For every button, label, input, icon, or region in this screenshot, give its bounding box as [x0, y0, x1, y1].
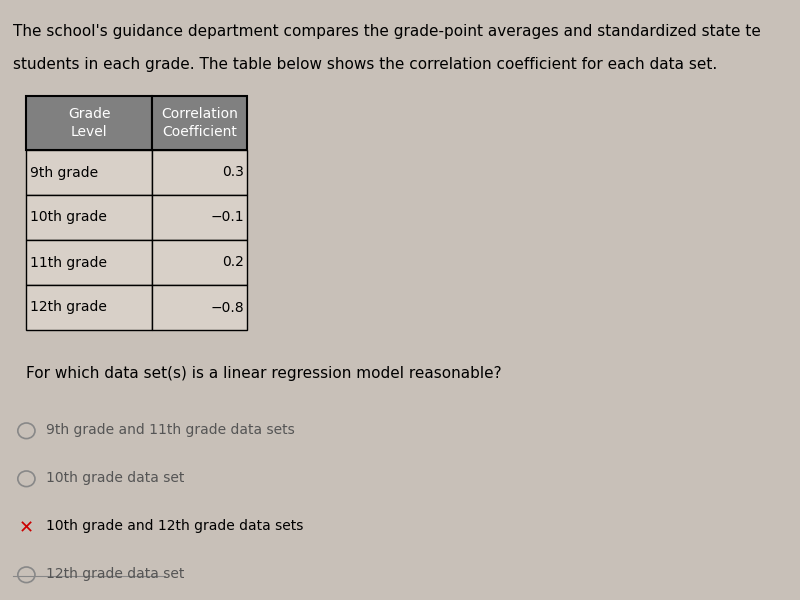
FancyBboxPatch shape	[152, 195, 247, 240]
FancyBboxPatch shape	[26, 240, 152, 285]
Text: 12th grade data set: 12th grade data set	[46, 567, 185, 581]
FancyBboxPatch shape	[152, 96, 247, 150]
FancyBboxPatch shape	[26, 285, 152, 330]
Text: Correlation
Coefficient: Correlation Coefficient	[161, 107, 238, 139]
FancyBboxPatch shape	[26, 150, 152, 195]
Text: −0.8: −0.8	[210, 301, 244, 314]
Text: The school's guidance department compares the grade-point averages and standardi: The school's guidance department compare…	[13, 24, 761, 39]
FancyBboxPatch shape	[26, 96, 152, 150]
FancyBboxPatch shape	[152, 285, 247, 330]
Text: 9th grade: 9th grade	[30, 166, 98, 179]
FancyBboxPatch shape	[152, 150, 247, 195]
Text: 0.2: 0.2	[222, 256, 244, 269]
Text: For which data set(s) is a linear regression model reasonable?: For which data set(s) is a linear regres…	[26, 366, 502, 381]
FancyBboxPatch shape	[26, 195, 152, 240]
Text: 11th grade: 11th grade	[30, 256, 106, 269]
Text: 10th grade data set: 10th grade data set	[46, 471, 185, 485]
Text: 10th grade and 12th grade data sets: 10th grade and 12th grade data sets	[46, 519, 303, 533]
Text: Grade
Level: Grade Level	[68, 107, 110, 139]
Text: 10th grade: 10th grade	[30, 211, 106, 224]
FancyBboxPatch shape	[152, 240, 247, 285]
Text: ✕: ✕	[19, 519, 34, 537]
Text: students in each grade. The table below shows the correlation coefficient for ea: students in each grade. The table below …	[13, 57, 718, 72]
Text: 12th grade: 12th grade	[30, 301, 106, 314]
Text: 0.3: 0.3	[222, 166, 244, 179]
Text: 9th grade and 11th grade data sets: 9th grade and 11th grade data sets	[46, 423, 295, 437]
Text: −0.1: −0.1	[210, 211, 244, 224]
